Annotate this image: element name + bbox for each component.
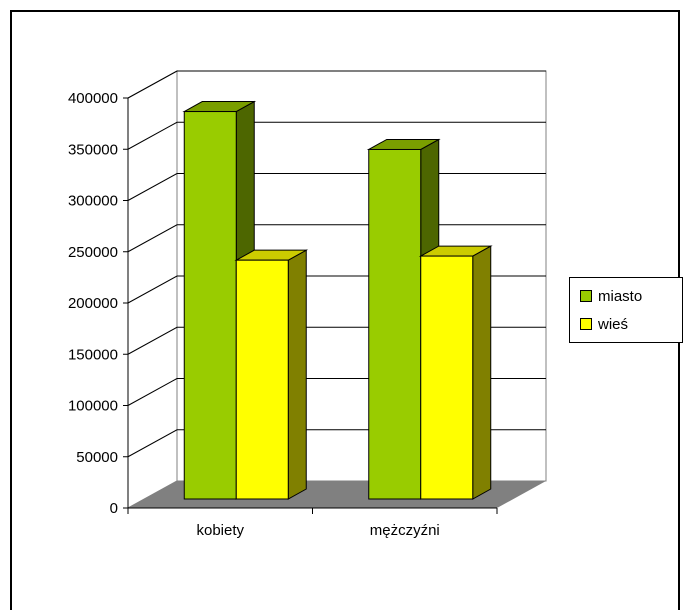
y-tick-label: 200000 (68, 295, 118, 312)
legend-swatch-miasto (580, 290, 592, 302)
y-axis-ticks: 0 50000 100000 150000 200000 250000 300000 3500… (68, 90, 129, 517)
y-tick-label: 250000 (68, 244, 118, 261)
legend-label-miasto: miasto (598, 287, 643, 305)
legend-item-miasto: miasto (580, 286, 642, 306)
y-tick-label: 150000 (68, 346, 118, 363)
y-tick-label: 0 (110, 500, 118, 517)
bar-kobiety-1-side (287, 249, 307, 500)
x-tick-label: mężczyźni (370, 522, 440, 539)
bar-kobiety-1 (235, 259, 289, 500)
bars (182, 100, 493, 500)
x-axis-labels: kobiety mężczyźni (127, 507, 498, 539)
legend-swatch-wies (580, 318, 592, 330)
bar-mczyni-0 (368, 148, 422, 500)
bar-mczyni-1 (420, 255, 474, 500)
y-tick-label: 300000 (68, 193, 118, 210)
gridline (127, 70, 546, 99)
legend-item-wies: wieś (580, 314, 628, 334)
gridline (127, 121, 546, 150)
bar-mczyni-1-side (472, 245, 492, 500)
y-tick-label: 100000 (68, 398, 118, 415)
y-tick-label: 50000 (76, 449, 118, 466)
y-tick-label: 400000 (68, 90, 118, 107)
legend: miasto wieś (569, 277, 683, 343)
x-tick-label: kobiety (196, 522, 244, 539)
bar-kobiety-0 (183, 111, 237, 500)
y-tick-label: 350000 (68, 141, 118, 158)
legend-label-wies: wieś (598, 315, 629, 333)
